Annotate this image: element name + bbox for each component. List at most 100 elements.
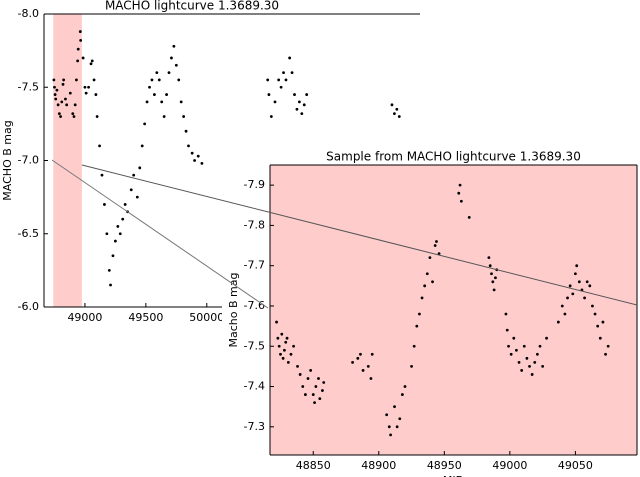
connector-line (51, 159, 269, 309)
data-point (398, 417, 402, 421)
data-point (123, 203, 127, 206)
data-point (283, 348, 286, 352)
data-point (458, 183, 462, 187)
data-point (200, 162, 204, 165)
data-point (113, 239, 117, 243)
data-point (276, 336, 280, 340)
data-point (568, 284, 572, 288)
data-point (517, 360, 521, 364)
data-point (393, 405, 396, 409)
data-point (300, 112, 304, 116)
data-point (490, 272, 493, 276)
data-point (370, 352, 374, 356)
data-point (290, 71, 294, 74)
data-point (494, 276, 497, 280)
data-point (359, 352, 362, 356)
data-point (505, 328, 509, 332)
data-point (83, 85, 87, 89)
data-point (177, 78, 181, 82)
data-point (61, 82, 65, 86)
data-point (105, 232, 109, 236)
data-point (314, 385, 318, 388)
x-tick-label: 49000 (492, 459, 527, 472)
data-point (604, 352, 607, 356)
y-tick-label: -7.6 (244, 299, 265, 312)
data-point (273, 100, 277, 104)
data-point (145, 100, 149, 104)
data-point (420, 296, 424, 300)
data-point (64, 97, 67, 101)
data-point (90, 59, 94, 63)
data-point (492, 288, 496, 292)
data-point (467, 215, 471, 219)
data-point (76, 47, 80, 51)
data-point (65, 103, 69, 107)
data-point (530, 373, 534, 376)
data-point (389, 433, 392, 437)
y-tick-label: -7.3 (244, 420, 265, 433)
data-point (298, 373, 302, 376)
data-point (53, 93, 57, 96)
data-point (277, 344, 281, 348)
data-point (132, 173, 136, 177)
data-point (522, 344, 526, 348)
data-point (172, 44, 176, 48)
data-point (129, 188, 133, 192)
y-tick-label: -8.0 (18, 7, 39, 20)
data-point (361, 369, 365, 372)
x-tick-label: 49500 (128, 311, 163, 324)
data-point (193, 159, 196, 162)
data-point (118, 232, 122, 236)
data-point (400, 393, 404, 396)
data-point (591, 304, 594, 308)
x-tick-label: 48950 (427, 459, 462, 472)
y-tick-label: -6.0 (18, 300, 39, 313)
data-point (425, 272, 429, 276)
data-point (95, 115, 99, 118)
data-point (321, 389, 324, 392)
data-point (369, 377, 373, 380)
data-point (431, 280, 434, 284)
data-point (541, 364, 545, 368)
data-point (174, 63, 178, 67)
data-point (588, 284, 592, 288)
data-point (190, 151, 194, 155)
data-point (306, 377, 310, 380)
y-tick-label: -6.5 (18, 227, 39, 240)
data-point (356, 356, 360, 360)
data-point (491, 280, 495, 284)
data-point (170, 56, 173, 60)
data-point (403, 385, 407, 388)
data-point (107, 268, 111, 272)
data-point (459, 199, 463, 203)
data-point (387, 425, 391, 429)
plot-background (270, 165, 637, 455)
data-point (573, 272, 577, 276)
data-point (179, 100, 183, 104)
x-tick-label: 49050 (558, 459, 593, 472)
data-point (78, 30, 82, 33)
data-point (75, 78, 78, 82)
data-point (76, 59, 80, 63)
data-point (138, 166, 142, 170)
data-point (305, 93, 309, 96)
data-point (415, 324, 419, 328)
data-point (150, 78, 154, 82)
data-point (53, 85, 56, 89)
data-point (277, 78, 281, 82)
data-point (60, 100, 64, 104)
data-point (457, 191, 461, 195)
data-point (433, 244, 437, 247)
data-point (297, 100, 301, 104)
data-point (267, 93, 271, 96)
data-point (81, 56, 85, 60)
data-point (418, 312, 421, 316)
plot-area (270, 165, 637, 455)
highlight-span (53, 14, 82, 307)
data-point (412, 344, 416, 348)
data-point (509, 352, 513, 356)
data-point (292, 344, 295, 348)
data-point (512, 336, 516, 340)
data-point (313, 401, 316, 405)
